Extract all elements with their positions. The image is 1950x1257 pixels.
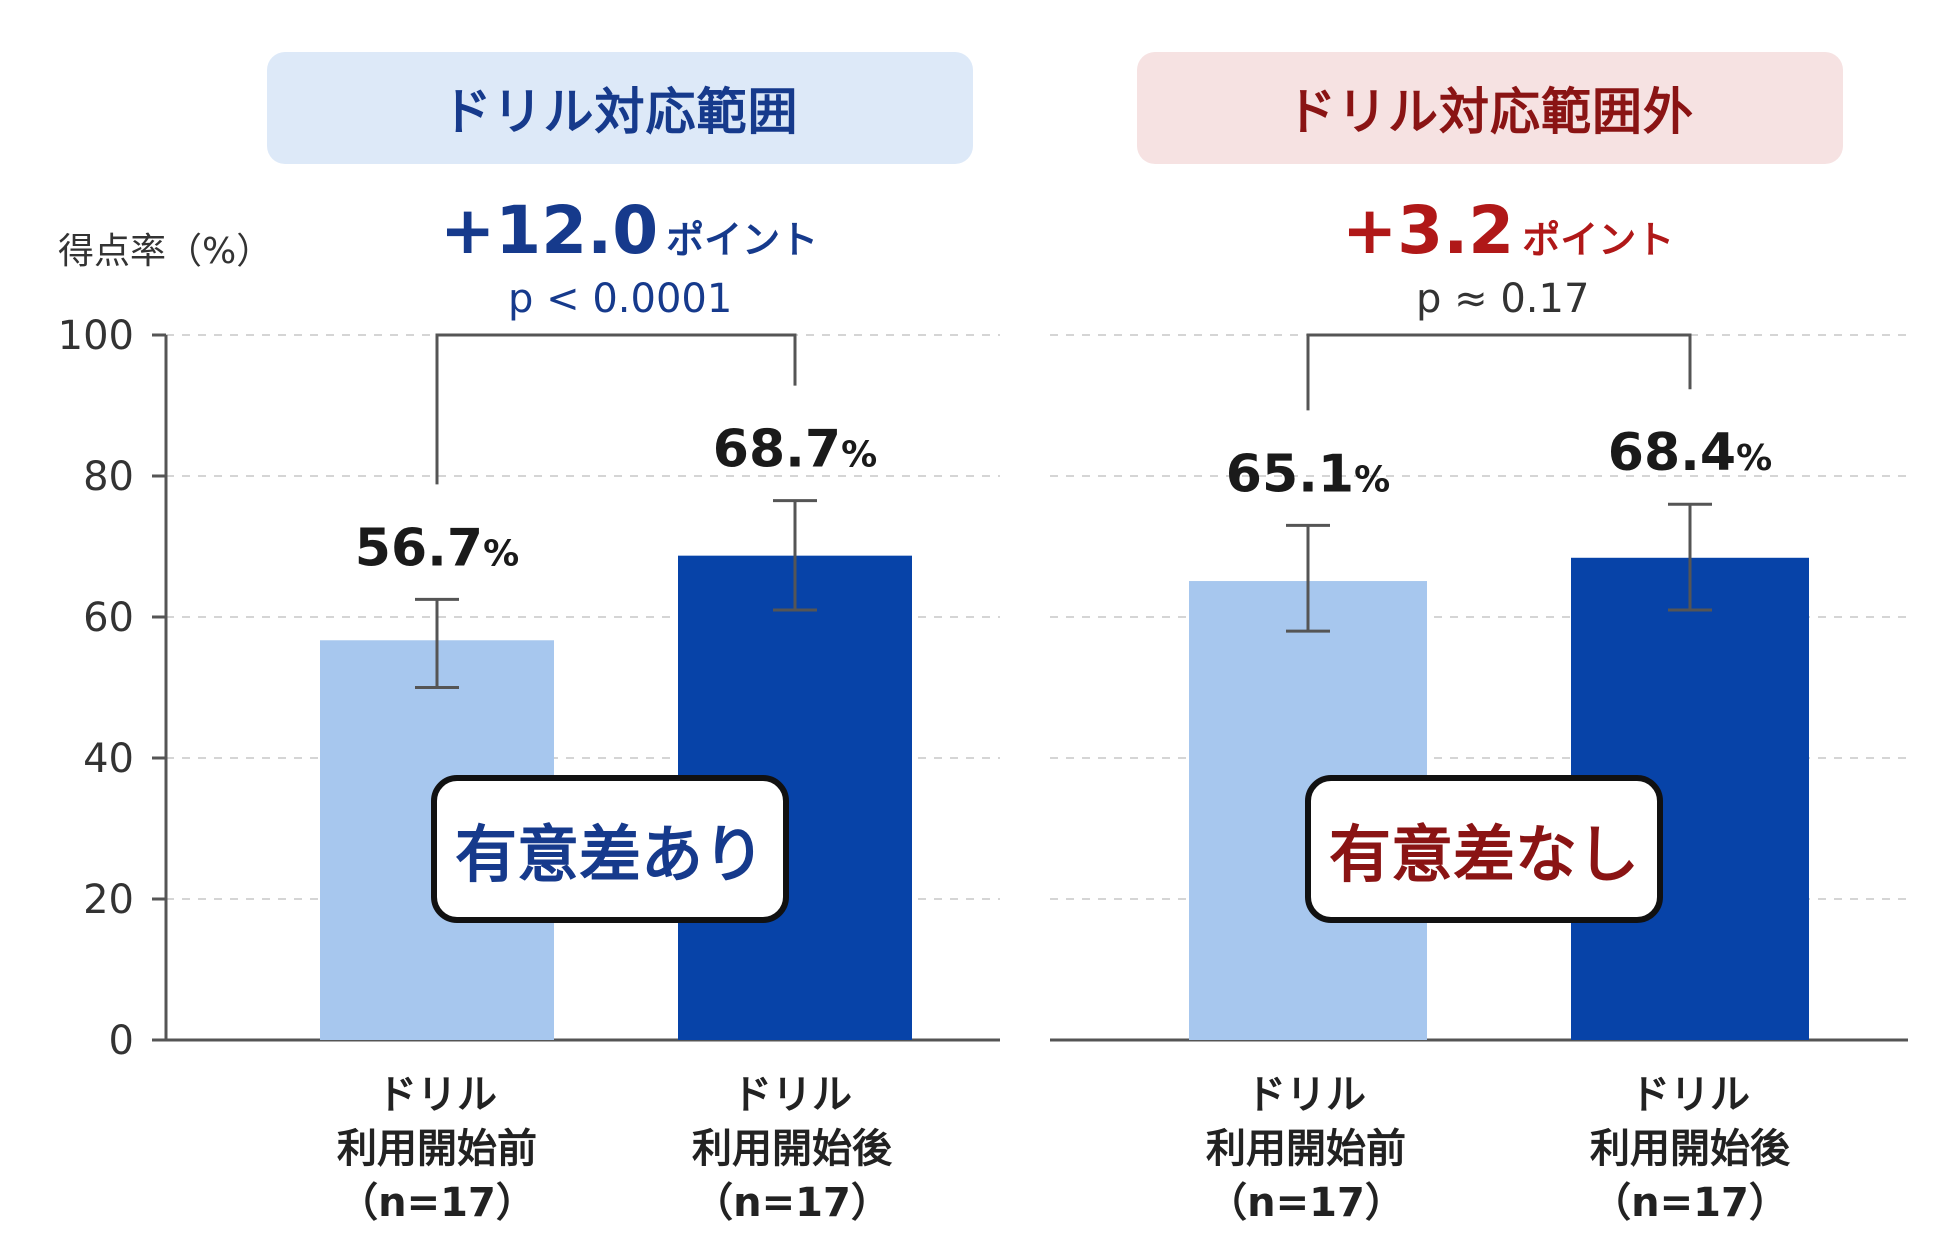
delta-unit: ポイント bbox=[1522, 218, 1675, 262]
x-label-out-of-range-before: ドリル 利用開始前 （n=17） bbox=[1176, 1068, 1436, 1230]
delta-value: +12.0 bbox=[440, 192, 659, 269]
data-label: 65.1% bbox=[1226, 444, 1390, 504]
x-label-line: ドリル bbox=[377, 1072, 497, 1118]
x-label-line: 利用開始前 bbox=[337, 1126, 537, 1172]
x-label-n: （n=17） bbox=[1207, 1180, 1405, 1226]
x-label-n: （n=17） bbox=[1591, 1180, 1789, 1226]
significance-badge-in-range: 有意差あり bbox=[431, 775, 789, 923]
significance-bracket bbox=[435, 333, 797, 485]
x-label-line: 利用開始後 bbox=[692, 1126, 892, 1172]
delta-annotation-in-range: +12.0 ポイント bbox=[440, 192, 818, 269]
y-tick-label: 60 bbox=[83, 595, 134, 641]
delta-value: +3.2 bbox=[1342, 192, 1515, 269]
x-label-line: 利用開始後 bbox=[1590, 1126, 1790, 1172]
p-value-in-range: p < 0.0001 bbox=[508, 276, 733, 322]
y-tick-label: 80 bbox=[83, 454, 134, 500]
data-label: 68.4% bbox=[1608, 423, 1772, 483]
y-tick-label: 100 bbox=[58, 313, 134, 359]
panel-header-in-range: ドリル対応範囲 bbox=[267, 52, 973, 164]
x-label-line: ドリル bbox=[1246, 1072, 1366, 1118]
x-label-out-of-range-after: ドリル 利用開始後 （n=17） bbox=[1560, 1068, 1820, 1230]
x-label-line: ドリル bbox=[1630, 1072, 1750, 1118]
p-value-out-of-range: p ≈ 0.17 bbox=[1416, 276, 1590, 322]
significance-bracket bbox=[1306, 333, 1692, 411]
y-axis-title: 得点率（%） bbox=[58, 231, 273, 272]
data-label: 56.7% bbox=[355, 518, 519, 578]
data-label: 68.7% bbox=[713, 420, 877, 480]
significance-badge-out-of-range: 有意差なし bbox=[1305, 775, 1663, 923]
delta-unit: ポイント bbox=[666, 218, 819, 262]
panel-header-out-of-range: ドリル対応範囲外 bbox=[1137, 52, 1843, 164]
x-label-line: 利用開始前 bbox=[1206, 1126, 1406, 1172]
y-tick-label: 40 bbox=[83, 736, 134, 782]
y-tick-label: 20 bbox=[83, 877, 134, 923]
delta-annotation-out-of-range: +3.2 ポイント bbox=[1342, 192, 1674, 269]
x-label-line: ドリル bbox=[732, 1072, 852, 1118]
y-tick-label: 0 bbox=[109, 1018, 134, 1064]
x-label-in-range-after: ドリル 利用開始後 （n=17） bbox=[662, 1068, 922, 1230]
x-label-n: （n=17） bbox=[693, 1180, 891, 1226]
x-label-n: （n=17） bbox=[338, 1180, 536, 1226]
x-label-in-range-before: ドリル 利用開始前 （n=17） bbox=[307, 1068, 567, 1230]
